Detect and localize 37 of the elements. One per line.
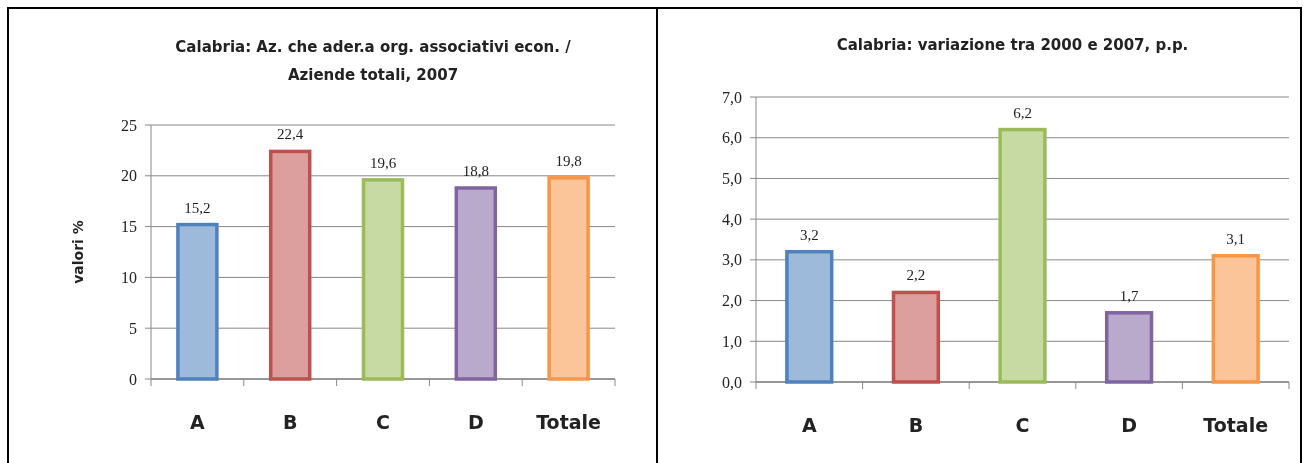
data-label: 22,4 <box>277 126 304 143</box>
x-tick-label: D <box>467 411 484 433</box>
x-tick-label: B <box>908 414 924 436</box>
y-tick-label: 20 <box>121 167 137 185</box>
y-tick-label: 0,0 <box>722 373 742 391</box>
x-tick-label: Totale <box>536 411 601 433</box>
x-tick-label: B <box>282 411 298 433</box>
y-tick-label: 6,0 <box>722 129 742 147</box>
y-tick-label: 25 <box>121 116 137 134</box>
y-tick-label: 4,0 <box>722 210 742 228</box>
y-tick-label: 2,0 <box>722 292 742 310</box>
y-tick-label: 3,0 <box>722 251 742 269</box>
y-tick-label: 5 <box>129 319 137 337</box>
x-tick-label: A <box>190 411 206 433</box>
y-tick-label: 5,0 <box>722 170 742 188</box>
data-label: 3,2 <box>799 226 819 243</box>
y-tick-label: 10 <box>121 269 137 286</box>
y-tick-label: 15 <box>121 218 137 236</box>
x-tick-label: Totale <box>1203 414 1269 436</box>
data-label: 2,2 <box>906 267 926 284</box>
data-label: 1,7 <box>1119 287 1139 304</box>
data-label: 18,8 <box>462 162 489 179</box>
y-tick-label: 0 <box>129 370 137 388</box>
data-label: 19,8 <box>555 152 582 169</box>
chart-title: Calabria: Az. che ader.a org. associativi econ. / Aziende totali, 2007 <box>175 38 572 84</box>
y-tick-label: 7,0 <box>722 88 742 106</box>
data-label: 3,1 <box>1226 230 1246 247</box>
x-tick-label: A <box>801 414 817 436</box>
data-label: 6,2 <box>1013 104 1032 121</box>
y-axis-title: valori % <box>70 220 86 284</box>
x-tick-label: D <box>1121 414 1137 436</box>
data-label: 19,6 <box>369 154 397 171</box>
y-tick-label: 1,0 <box>722 332 742 350</box>
data-label: 15,2 <box>184 199 211 216</box>
x-tick-label: C <box>376 411 390 433</box>
chart-title: Calabria: variazione tra 2000 e 2007, p.p. <box>836 36 1189 54</box>
x-tick-label: C <box>1015 414 1030 436</box>
